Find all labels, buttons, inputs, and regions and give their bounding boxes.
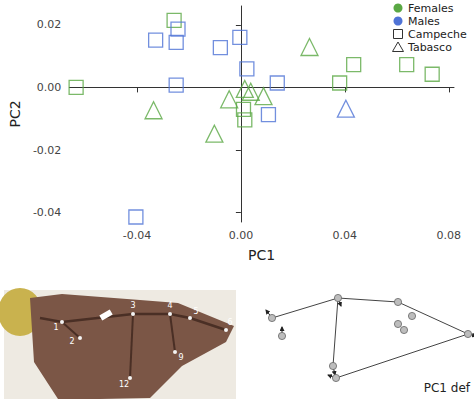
svg-text:Tabasco: Tabasco bbox=[407, 41, 452, 54]
svg-text:0.08: 0.08 bbox=[437, 229, 462, 242]
svg-text:12: 12 bbox=[119, 380, 129, 389]
svg-text:PC1: PC1 bbox=[248, 247, 275, 263]
svg-text:-0.04: -0.04 bbox=[123, 229, 151, 242]
svg-text:3: 3 bbox=[130, 301, 135, 310]
svg-text:0.04: 0.04 bbox=[333, 229, 358, 242]
svg-text:5: 5 bbox=[193, 307, 198, 316]
svg-text:6: 6 bbox=[227, 318, 232, 327]
svg-text:1: 1 bbox=[53, 323, 58, 332]
svg-text:Males: Males bbox=[408, 15, 440, 28]
svg-text:4: 4 bbox=[167, 301, 172, 310]
svg-text:Females: Females bbox=[408, 2, 454, 15]
svg-text:0.00: 0.00 bbox=[229, 229, 254, 242]
svg-text:PC1 def: PC1 def bbox=[424, 381, 471, 395]
svg-text:2: 2 bbox=[69, 337, 74, 346]
svg-text:0.02: 0.02 bbox=[37, 18, 62, 31]
svg-text:Campeche: Campeche bbox=[408, 28, 467, 41]
svg-text:-0.02: -0.02 bbox=[33, 144, 61, 157]
svg-text:9: 9 bbox=[178, 353, 183, 362]
svg-text:PC2: PC2 bbox=[7, 100, 23, 127]
svg-text:-0.04: -0.04 bbox=[33, 206, 61, 219]
svg-text:0.00: 0.00 bbox=[37, 81, 62, 94]
